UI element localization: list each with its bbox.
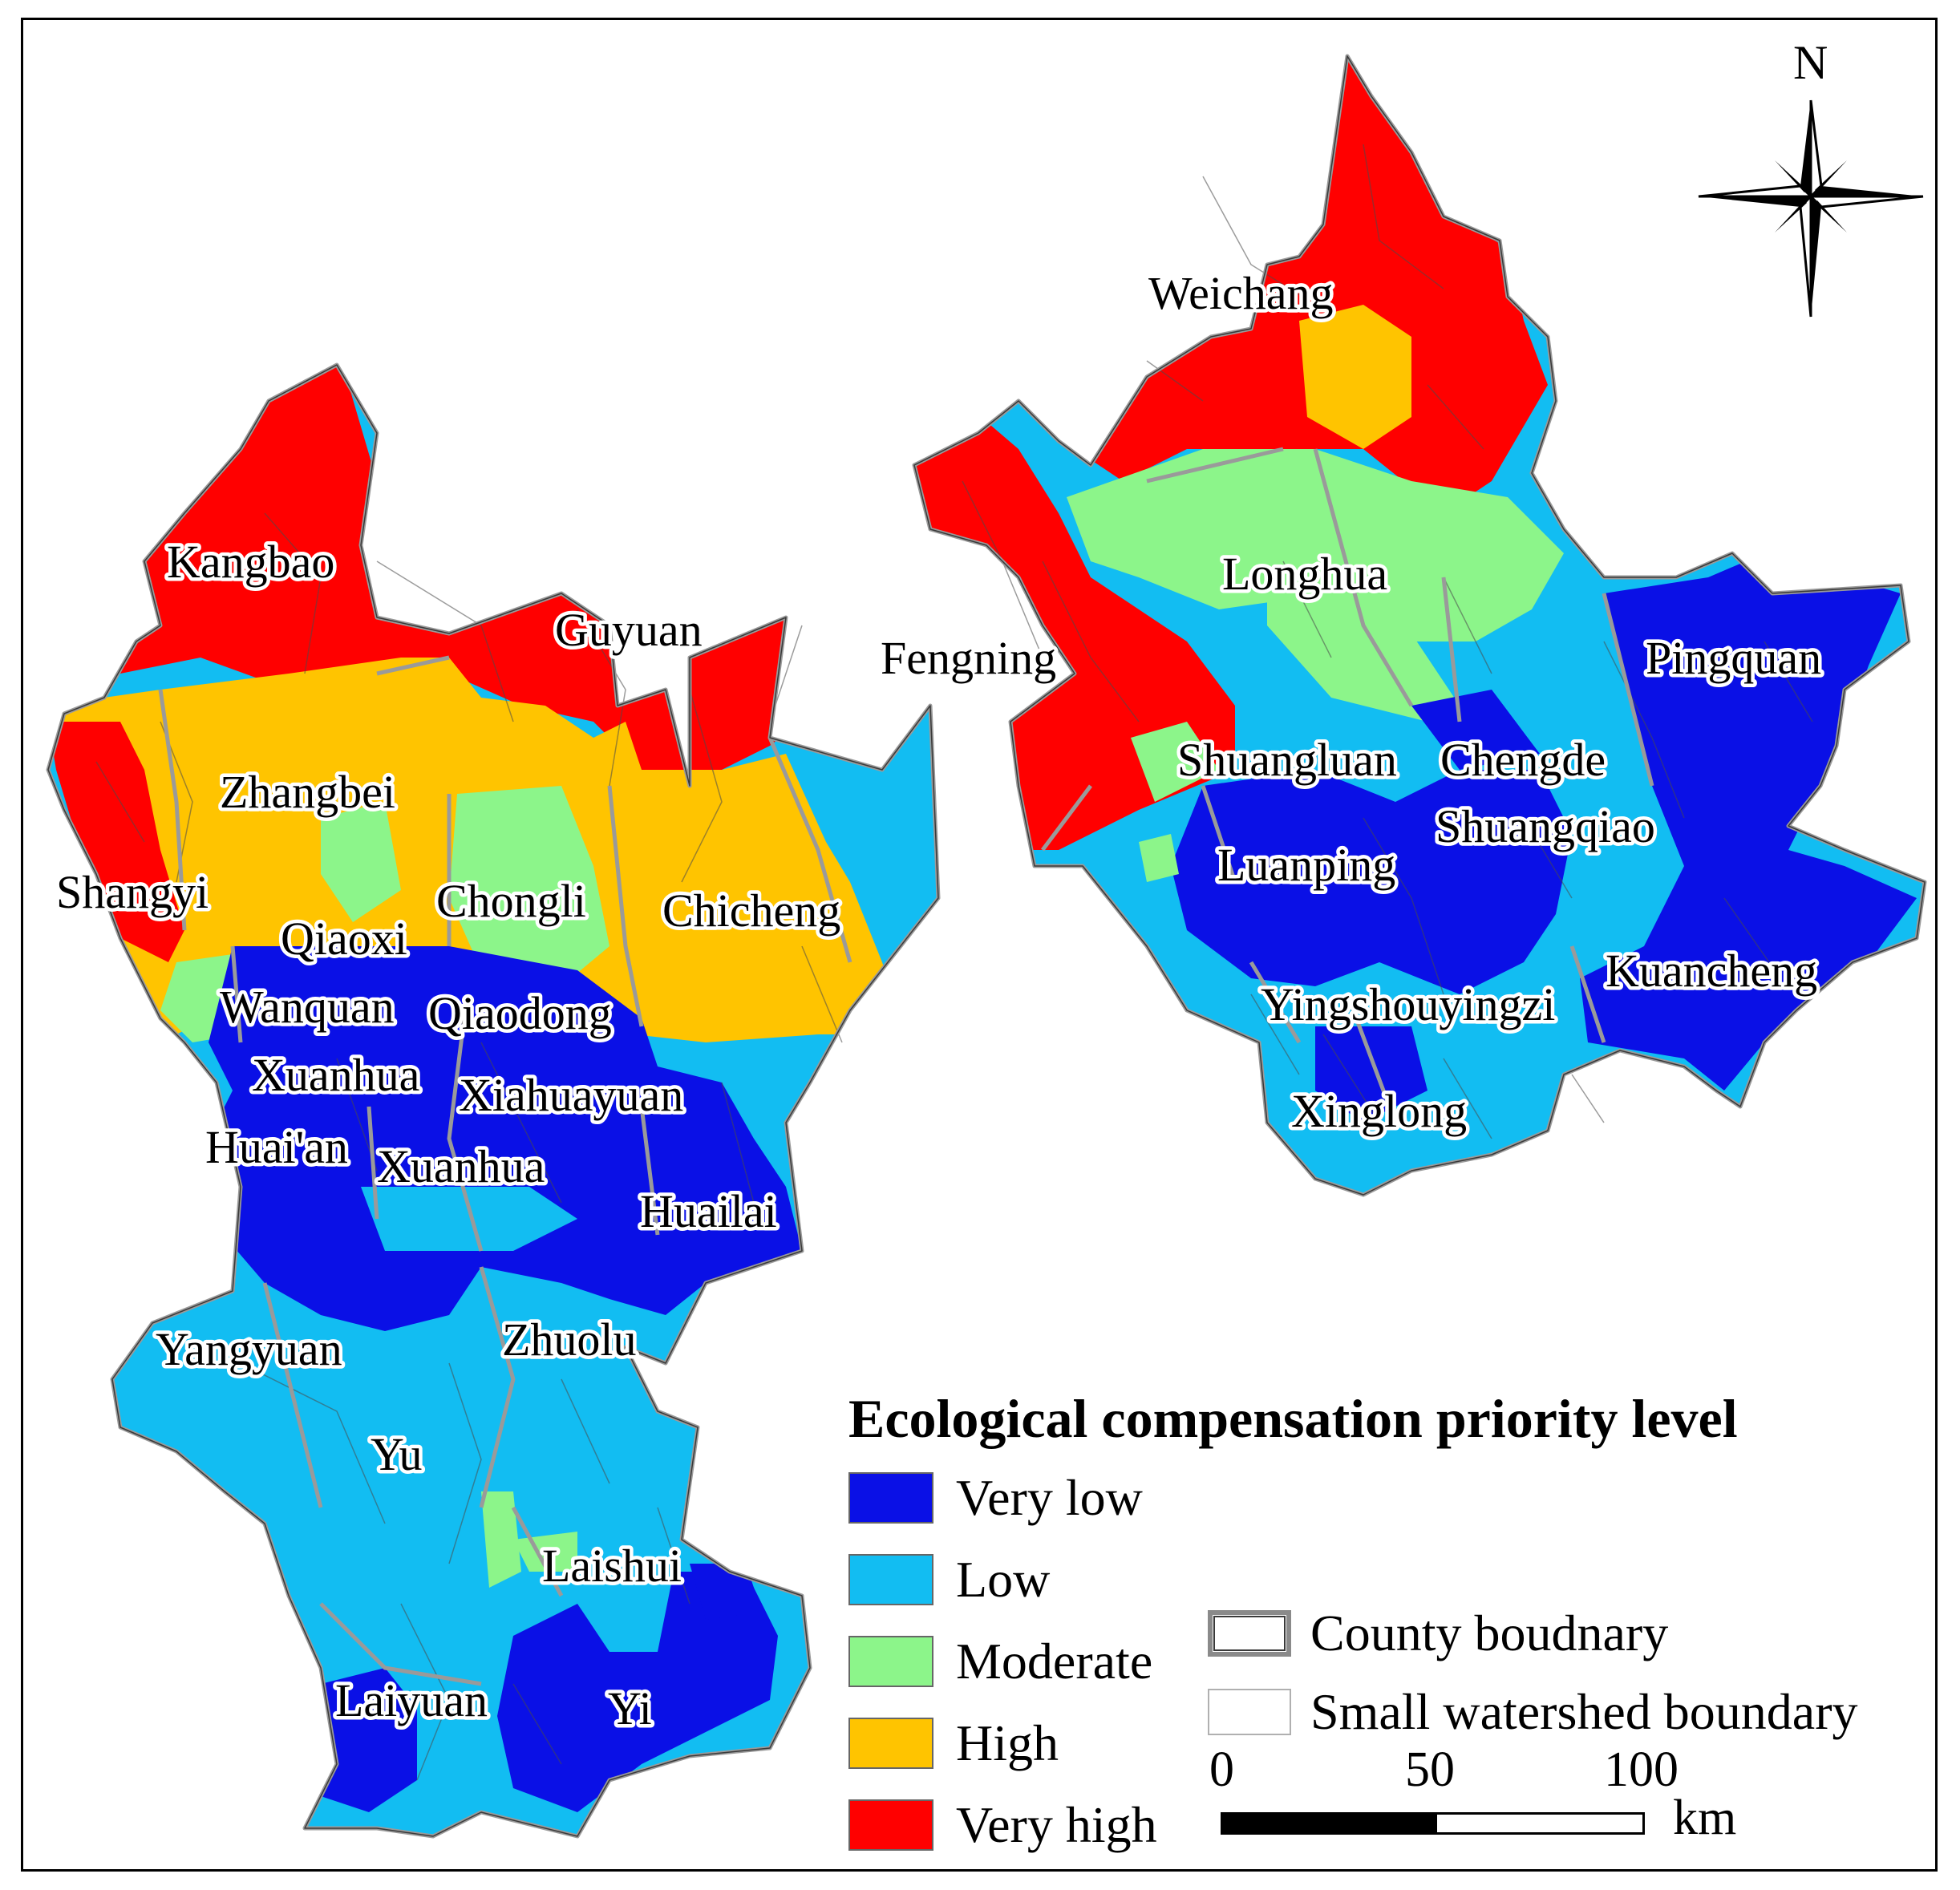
priority-zone-very-low (1171, 770, 1572, 994)
legend-label: Moderate (956, 1633, 1153, 1690)
priority-zone-moderate (1139, 834, 1179, 882)
county-label: Xuanhua (377, 1140, 545, 1192)
legend-swatch (848, 1554, 933, 1605)
county-label: Chicheng (662, 884, 840, 937)
county-label: Weichang (1148, 267, 1333, 319)
legend-item-high: High (848, 1714, 1059, 1772)
legend-item-very-high: Very high (848, 1796, 1157, 1854)
legend-item-low: Low (848, 1551, 1050, 1609)
watershed-boundary-swatch (1208, 1689, 1291, 1735)
scale-bar-white (1435, 1812, 1645, 1835)
county-labels: Weichang Longhua Pingquan Kangbao Guyuan… (53, 264, 1825, 1738)
county-label: Kuancheng (1606, 945, 1817, 997)
legend-watershed-boundary: Small watershed boundary (1208, 1683, 1858, 1740)
county-label: Shuangqiao (1436, 800, 1655, 852)
county-label: Xiahuayuan (459, 1069, 683, 1121)
legend-label: High (956, 1714, 1059, 1771)
county-label: Kangbao (167, 536, 334, 588)
county-label: Luanping (1217, 839, 1395, 891)
legend-county-boundary: County boudnary (1208, 1605, 1668, 1661)
legend-label: Small watershed boundary (1310, 1683, 1858, 1740)
county-label: Huai'an (205, 1121, 348, 1173)
county-label: Xuanhua (252, 1049, 419, 1101)
small-watershed-boundaries (95, 144, 1813, 1781)
priority-zone-very-low (321, 1668, 417, 1812)
county-boundaries (48, 56, 1925, 1836)
priority-zone-very-low (1580, 553, 1917, 1091)
priority-zone-high (1091, 136, 1195, 249)
priority-zone-very-high (48, 722, 184, 962)
priority-zone-very-low (1411, 690, 1540, 770)
legend-item-very-low: Very low (848, 1469, 1143, 1527)
county-label: Fengning (881, 632, 1056, 684)
priority-zone-moderate (1035, 136, 1115, 289)
legend-swatch (848, 1636, 933, 1687)
county-boundary-swatch (1208, 1610, 1291, 1657)
legend-label: County boudnary (1310, 1605, 1669, 1661)
county-label: Guyuan (555, 604, 703, 656)
scale-tick-100: 100 (1604, 1742, 1679, 1797)
county-label: Yu (371, 1428, 422, 1480)
county-label: Yingshouyingzi (1261, 978, 1555, 1030)
county-label: Shangyi (56, 866, 209, 918)
county-label: Chengde (1440, 734, 1606, 786)
county-label: Yangyuan (156, 1323, 342, 1375)
priority-zone-low (361, 1187, 577, 1251)
priority-zone-moderate (1267, 513, 1460, 722)
county-label: Laishui (542, 1540, 682, 1592)
priority-zone-high (1299, 305, 1411, 449)
county-label: Laiyuan (335, 1674, 488, 1726)
priority-zone-very-low (209, 946, 802, 1331)
priority-zone-moderate (1131, 722, 1219, 802)
county-label: Wanquan (220, 981, 395, 1033)
county-label: Xinglong (1291, 1085, 1467, 1137)
legend-label: Very high (956, 1796, 1157, 1853)
priority-zone-very-low (497, 1572, 778, 1812)
map-frame (21, 18, 1938, 1872)
legend-label: Low (956, 1551, 1051, 1608)
legend-item-moderate: Moderate (848, 1633, 1152, 1690)
scale-unit: km (1673, 1791, 1737, 1845)
priority-zone-moderate (449, 786, 609, 986)
county-label: Huailai (640, 1185, 777, 1237)
priority-zone-moderate (513, 1532, 577, 1572)
north-label: N (1793, 36, 1828, 89)
priority-zone-very-low (1315, 1026, 1427, 1123)
scale-tick-50: 50 (1405, 1742, 1455, 1797)
county-label: Pingquan (1646, 632, 1821, 684)
legend-swatch (848, 1472, 933, 1524)
north-arrow-icon (1698, 99, 1924, 318)
scale-tick-0: 0 (1209, 1742, 1234, 1797)
county-label: Zhangbei (220, 766, 395, 818)
county-label: Qiaoxi (281, 913, 407, 965)
county-label: Zhuolu (502, 1313, 637, 1366)
legend-label: Very low (956, 1469, 1143, 1526)
scale-bar-black (1221, 1812, 1437, 1835)
county-label: Qiaodong (428, 987, 612, 1039)
county-label: Shuangluan (1177, 734, 1397, 786)
legend-swatch (848, 1799, 933, 1851)
priority-zone-moderate (321, 802, 401, 922)
legend-title: Ecological compensation priority level (848, 1388, 1738, 1449)
county-label: Chongli (436, 875, 586, 927)
county-label: Longhua (1222, 548, 1387, 600)
priority-zone-moderate (481, 1491, 521, 1588)
legend-swatch (848, 1718, 933, 1769)
county-label: Yi (608, 1682, 652, 1734)
